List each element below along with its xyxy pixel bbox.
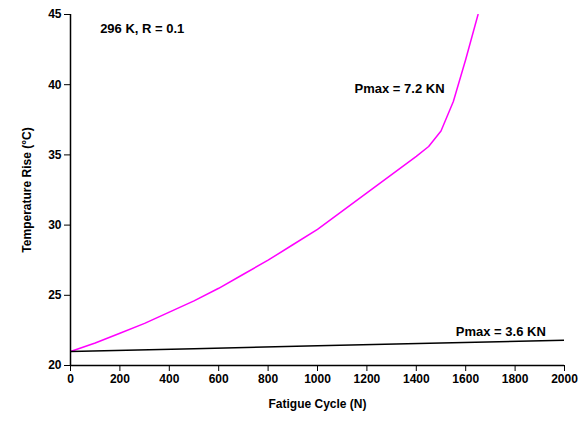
svg-text:2000: 2000 [551, 372, 578, 386]
svg-text:45: 45 [48, 7, 62, 21]
svg-text:20: 20 [48, 358, 62, 372]
svg-text:Pmax = 3.6 KN: Pmax = 3.6 KN [456, 324, 546, 339]
svg-text:Fatigue Cycle (N): Fatigue Cycle (N) [268, 397, 366, 411]
svg-text:1000: 1000 [304, 372, 331, 386]
svg-text:400: 400 [159, 372, 179, 386]
svg-text:25: 25 [48, 288, 62, 302]
svg-text:30: 30 [48, 218, 62, 232]
svg-text:1400: 1400 [403, 372, 430, 386]
svg-text:40: 40 [48, 78, 62, 92]
svg-text:600: 600 [209, 372, 229, 386]
svg-text:800: 800 [258, 372, 278, 386]
svg-text:296 K, R = 0.1: 296 K, R = 0.1 [100, 21, 184, 36]
svg-text:35: 35 [48, 148, 62, 162]
svg-text:Pmax = 7.2 KN: Pmax = 7.2 KN [355, 81, 445, 96]
svg-text:1600: 1600 [452, 372, 479, 386]
svg-text:1200: 1200 [354, 372, 381, 386]
svg-text:Temperature Rise (°C): Temperature Rise (°C) [20, 127, 34, 252]
svg-text:200: 200 [110, 372, 130, 386]
svg-text:0: 0 [67, 372, 74, 386]
svg-text:1800: 1800 [502, 372, 529, 386]
